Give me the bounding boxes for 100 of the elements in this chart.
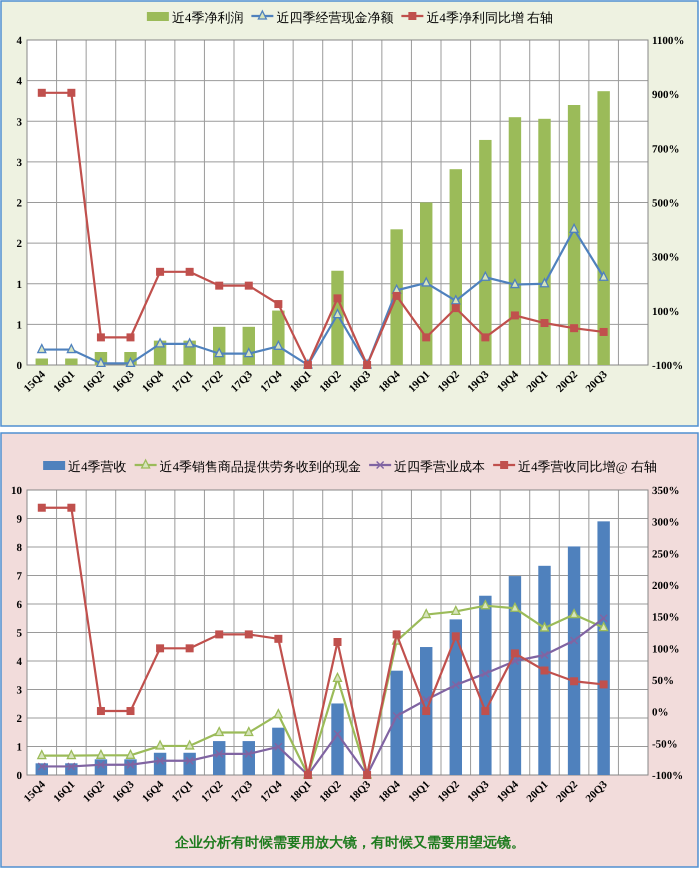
point — [274, 340, 284, 350]
point — [332, 308, 342, 318]
y2-tick-label: 1100% — [652, 35, 684, 47]
y-tick-label: 7 — [16, 570, 22, 582]
bar — [36, 358, 48, 365]
bar — [420, 202, 432, 365]
legend-label: 近4季营收同比增@ 右轴 — [518, 459, 657, 474]
point — [38, 504, 46, 512]
point — [214, 348, 224, 358]
bar — [450, 619, 462, 775]
point — [66, 344, 76, 354]
point — [244, 282, 253, 290]
point — [38, 88, 46, 97]
point — [422, 707, 430, 716]
bar — [508, 576, 522, 775]
point — [569, 224, 579, 233]
bar — [568, 546, 580, 775]
point — [126, 333, 134, 342]
y-tick-label: 6 — [16, 599, 22, 611]
bar — [568, 105, 580, 365]
point — [304, 361, 312, 369]
point — [96, 358, 106, 368]
y-tick-label: 0 — [16, 770, 22, 782]
point — [600, 614, 608, 622]
point — [274, 634, 282, 643]
y-tick-label: 10 — [11, 485, 22, 497]
y2-tick-label: 100% — [652, 306, 680, 318]
y-tick-label: 5 — [16, 628, 22, 640]
point — [274, 300, 282, 308]
y2-tick-label: 250% — [652, 548, 680, 560]
y2-tick-label: 150% — [652, 612, 680, 624]
point — [126, 750, 136, 759]
point — [392, 712, 401, 720]
bar — [479, 140, 492, 365]
bar — [450, 169, 462, 365]
point — [570, 677, 578, 686]
point — [510, 602, 520, 612]
y2-tick-label: 350% — [652, 485, 680, 497]
point — [274, 708, 284, 718]
y2-tick-label: 300% — [652, 252, 680, 264]
point — [570, 636, 578, 644]
point — [451, 606, 460, 616]
y-tick-label: 2 — [16, 713, 22, 725]
bar — [538, 118, 551, 365]
y2-tick-label: 900% — [652, 89, 680, 102]
point — [96, 750, 106, 759]
point — [363, 361, 372, 369]
point — [422, 277, 431, 287]
y2-tick-label: 300% — [652, 516, 680, 529]
point — [67, 88, 76, 97]
point — [274, 742, 282, 751]
point — [481, 707, 490, 716]
bar — [597, 91, 610, 365]
y-tick-label: 4 — [16, 76, 22, 88]
point — [244, 348, 254, 358]
point — [452, 304, 460, 312]
y2-tick-label: -100% — [652, 360, 684, 372]
point — [540, 622, 550, 632]
point — [67, 504, 76, 512]
y-tick-label: 4 — [16, 656, 22, 668]
point — [184, 740, 194, 750]
point — [481, 333, 490, 342]
point — [37, 344, 46, 354]
legend-label: 近4季营收 — [68, 459, 127, 474]
y2-tick-label: 500% — [652, 198, 680, 210]
y-tick-label: 1 — [16, 319, 22, 332]
point — [334, 638, 342, 646]
point — [66, 750, 76, 760]
point — [540, 278, 550, 288]
y-tick-label: 9 — [16, 514, 22, 526]
y-tick-label: 1 — [16, 742, 22, 754]
y2-tick-label: 50% — [652, 675, 674, 687]
point — [510, 311, 519, 320]
y2-tick-label: -50% — [652, 738, 678, 750]
y-tick-label: 3 — [16, 684, 22, 696]
y-tick-label: 0 — [16, 360, 22, 372]
point — [422, 608, 431, 618]
point — [334, 294, 342, 302]
point — [214, 726, 224, 736]
point — [570, 324, 578, 332]
point — [540, 651, 548, 660]
point — [510, 278, 520, 288]
y2-tick-label: -100% — [652, 770, 684, 782]
point — [155, 338, 165, 348]
bar — [272, 728, 285, 775]
point — [96, 333, 105, 342]
bar — [65, 358, 78, 365]
point — [126, 707, 134, 716]
bar — [597, 521, 610, 775]
point — [452, 632, 460, 640]
point — [451, 295, 460, 304]
point — [392, 630, 401, 638]
point — [334, 730, 342, 738]
bar — [420, 647, 432, 775]
bar — [390, 229, 403, 365]
y2-tick-label: 200% — [652, 580, 680, 592]
point — [126, 358, 136, 368]
y-tick-label: 3 — [16, 156, 22, 169]
point — [186, 268, 194, 276]
point — [569, 608, 579, 618]
